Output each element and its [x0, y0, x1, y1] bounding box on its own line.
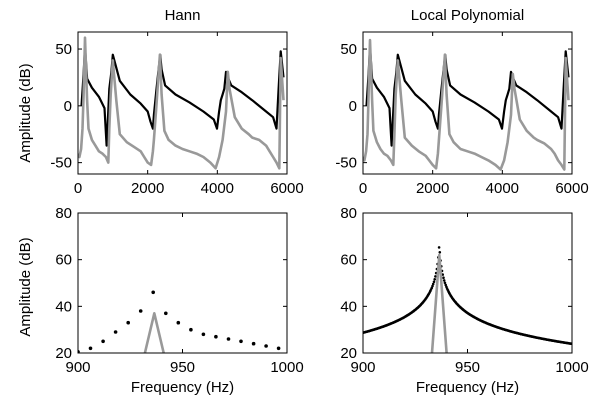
data-point [239, 339, 243, 344]
plot-area [78, 36, 285, 170]
axes-frame [362, 212, 573, 354]
x-tick-label: 900 [350, 359, 375, 376]
y-tick-label: -50 [50, 155, 72, 172]
data-point [101, 339, 105, 344]
data-point [431, 284, 434, 288]
data-point [201, 332, 206, 337]
series-line-1 [78, 36, 285, 170]
data-point [126, 320, 130, 325]
data-point [438, 251, 442, 254]
y-tick-label: 0 [64, 98, 72, 115]
x-tick-label: 1000 [270, 359, 303, 376]
x-tick-label: 6000 [270, 180, 303, 197]
axes-frame [362, 31, 573, 175]
plot-area [363, 38, 570, 171]
axes-frame [77, 212, 288, 354]
x-tick-label: 4000 [201, 180, 234, 197]
x-tick-label: 0 [74, 180, 82, 197]
data-point [113, 330, 118, 334]
data-point [214, 334, 218, 339]
data-point [437, 246, 441, 249]
plot-area [363, 246, 572, 353]
y-tick-label: 50 [340, 41, 357, 58]
x-tick-label: 6000 [555, 180, 588, 197]
chart-bottom-right: 900 950 1000 20 40 60 80 Frequency (Hz) [340, 205, 588, 396]
x-tick-label: 950 [170, 359, 195, 376]
data-point [189, 327, 193, 332]
data-point [431, 282, 435, 286]
data-point [226, 337, 231, 341]
data-point [433, 278, 437, 281]
series-line-1 [430, 253, 448, 353]
x-tick-label: 2000 [416, 180, 449, 197]
y-tick-label: -50 [335, 155, 357, 172]
data-point [138, 309, 143, 313]
chart-title: Hann [165, 7, 201, 24]
y-tick-label: 40 [340, 298, 357, 315]
x-tick-label: 4000 [486, 180, 519, 197]
data-point [264, 344, 268, 348]
data-point [176, 320, 181, 325]
plot-area [78, 290, 281, 353]
data-point [276, 346, 281, 351]
y-tick-label: 60 [55, 252, 72, 269]
x-tick-label: 900 [65, 359, 90, 376]
data-point [443, 281, 447, 285]
y-tick-label: 40 [55, 298, 72, 315]
y-tick-label: 20 [55, 345, 72, 362]
x-tick-label: 1000 [555, 359, 588, 376]
y-tick-label: 20 [340, 345, 357, 362]
data-point [88, 346, 93, 351]
data-point [151, 290, 155, 295]
x-tick-label: 2000 [131, 180, 164, 197]
data-point [164, 311, 168, 316]
y-tick-label: 80 [55, 205, 72, 222]
data-point [434, 275, 437, 278]
chart-bottom-left: 900 950 1000 20 40 60 80 Frequency (Hz) [55, 205, 303, 396]
x-tick-label: 0 [359, 180, 367, 197]
x-axis-label: Frequency (Hz) [131, 379, 234, 396]
data-point [442, 279, 446, 282]
data-point [432, 280, 436, 284]
x-tick-label: 950 [455, 359, 480, 376]
y-tick-label: 60 [340, 252, 357, 269]
chart-title: Local Polynomial [411, 7, 524, 24]
series-line-1 [143, 311, 165, 353]
data-point [251, 341, 256, 346]
y-tick-label: 80 [340, 205, 357, 222]
series-line-1 [363, 38, 570, 171]
axes-frame [77, 31, 288, 175]
data-point [442, 276, 445, 280]
y-tick-label: 0 [349, 98, 357, 115]
x-axis-label: Frequency (Hz) [416, 379, 519, 396]
figure-ylabel-bottom: Amplitude (dB) [17, 237, 34, 336]
figure-ylabel-top: Amplitude (dB) [17, 63, 34, 162]
y-tick-label: 50 [55, 41, 72, 58]
